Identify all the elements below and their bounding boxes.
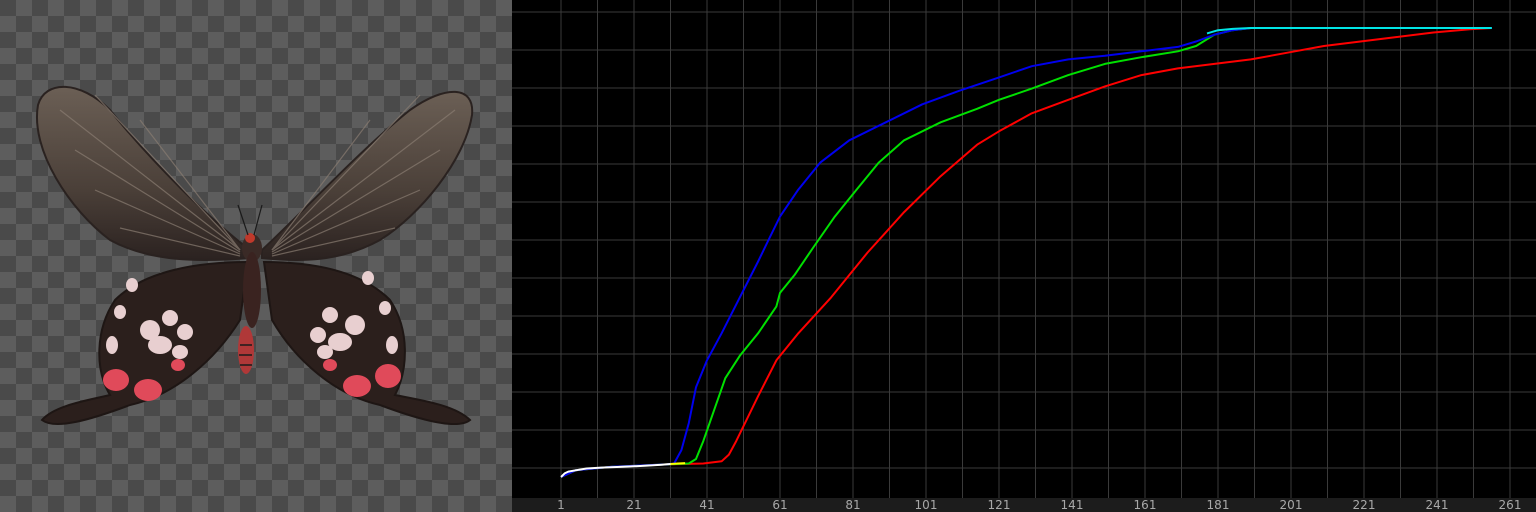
x-tick-label: 261 (1499, 498, 1522, 512)
x-tick-label: 221 (1353, 498, 1376, 512)
x-tick-label: 1 (557, 498, 565, 512)
series-line-4 (670, 462, 686, 465)
series-line-1 (560, 27, 1492, 478)
x-tick-label: 21 (626, 498, 641, 512)
x-tick-label: 141 (1061, 498, 1084, 512)
series-lines (560, 27, 1492, 478)
series-line-2 (560, 27, 1492, 478)
butterfly-image (35, 85, 474, 426)
x-tick-label: 241 (1426, 498, 1449, 512)
x-tick-label: 121 (988, 498, 1011, 512)
x-tick-label: 161 (1134, 498, 1157, 512)
cumulative-histogram-chart: 1 21 41 61 81 101 121 141 161 181 201 221 241 261 (512, 0, 1536, 512)
image-preview-panel (0, 0, 512, 512)
x-axis-strip (512, 498, 1536, 512)
x-tick-label: 61 (772, 498, 787, 512)
x-tick-label: 101 (915, 498, 938, 512)
x-tick-label: 41 (699, 498, 714, 512)
x-axis-tick-labels: 1 21 41 61 81 101 121 141 161 181 201 221 241 261 (512, 498, 1536, 512)
x-tick-label: 181 (1207, 498, 1230, 512)
x-tick-label: 81 (845, 498, 860, 512)
series-line-3 (560, 463, 671, 478)
grid-lines-vertical (560, 0, 1511, 498)
x-tick-label: 201 (1280, 498, 1303, 512)
grid-lines-horizontal (512, 11, 1536, 469)
series-line-0 (560, 27, 1492, 478)
series-line-5 (1206, 27, 1492, 35)
